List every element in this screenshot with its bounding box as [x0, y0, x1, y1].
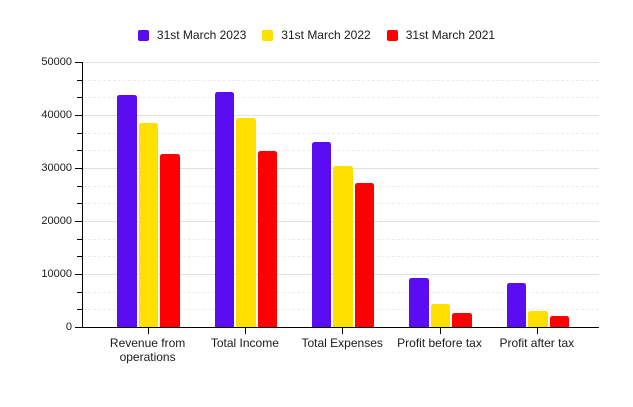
- x-category-label: Total Expenses: [301, 336, 383, 350]
- legend-label-2021: 31st March 2021: [405, 28, 496, 42]
- y-minor-tick: [77, 309, 82, 311]
- bar-31st-march-2023[interactable]: [506, 283, 527, 327]
- y-tick-label: 50000: [41, 56, 72, 68]
- bar-31st-march-2023[interactable]: [214, 91, 235, 327]
- major-gridline: [83, 62, 599, 63]
- major-gridline: [83, 115, 599, 116]
- bar-31st-march-2021[interactable]: [354, 182, 375, 327]
- y-tick-label: 0: [65, 321, 72, 333]
- bar-31st-march-2022[interactable]: [430, 304, 451, 327]
- y-tick-label: 20000: [41, 215, 72, 227]
- bar-31st-march-2021[interactable]: [257, 151, 278, 327]
- minor-gridline: [83, 150, 599, 152]
- legend-swatch-2022-icon: [262, 29, 274, 41]
- y-major-tick: [75, 168, 82, 169]
- y-major-tick: [75, 115, 82, 116]
- bar-31st-march-2022[interactable]: [138, 123, 159, 327]
- y-tick-label: 40000: [41, 109, 72, 121]
- bar-31st-march-2022[interactable]: [528, 310, 548, 327]
- y-minor-tick: [77, 150, 82, 152]
- x-category-label: Profit before tax: [397, 336, 482, 350]
- minor-gridline: [83, 132, 599, 134]
- x-category-label: Total Income: [210, 336, 279, 350]
- y-minor-tick: [77, 256, 82, 258]
- y-tick-label: 30000: [41, 162, 72, 174]
- y-minor-tick: [77, 203, 82, 205]
- plot-area: [82, 62, 599, 328]
- y-major-tick: [75, 62, 82, 63]
- x-tick: [342, 328, 344, 334]
- bar-31st-march-2023[interactable]: [409, 278, 429, 327]
- bar-31st-march-2021[interactable]: [549, 316, 570, 327]
- y-minor-tick: [77, 79, 82, 81]
- legend-label-2023: 31st March 2023: [156, 28, 247, 42]
- bar-31st-march-2021[interactable]: [452, 313, 472, 327]
- minor-gridline: [83, 79, 599, 81]
- y-major-tick: [75, 274, 82, 275]
- bar-31st-march-2022[interactable]: [236, 118, 256, 327]
- x-category-label: Profit after tax: [499, 336, 575, 350]
- minor-gridline: [83, 97, 599, 99]
- legend-item-2023: 31st March 2023: [137, 28, 247, 42]
- x-tick: [244, 328, 246, 334]
- legend-swatch-2023-icon: [137, 29, 149, 41]
- y-minor-tick: [77, 97, 82, 99]
- legend-item-2021: 31st March 2021: [386, 28, 496, 42]
- y-minor-tick: [77, 291, 82, 293]
- bar-31st-march-2023[interactable]: [117, 95, 137, 327]
- legend-label-2022: 31st March 2022: [281, 28, 371, 42]
- x-tick: [439, 328, 441, 334]
- y-major-tick: [75, 327, 82, 328]
- legend-item-2022: 31st March 2022: [262, 28, 371, 42]
- y-major-tick: [75, 221, 82, 222]
- bar-31st-march-2022[interactable]: [333, 165, 353, 327]
- bar-31st-march-2021[interactable]: [160, 153, 180, 327]
- x-category-label: Revenue from operations: [109, 336, 186, 364]
- chart-legend: 31st March 2023 31st March 2022 31st Mar…: [0, 28, 633, 42]
- y-minor-tick: [77, 132, 82, 134]
- y-minor-tick: [77, 238, 82, 240]
- y-tick-label: 10000: [41, 268, 72, 280]
- x-tick: [147, 328, 149, 334]
- bar-31st-march-2023[interactable]: [311, 142, 332, 327]
- y-minor-tick: [77, 185, 82, 187]
- legend-swatch-2021-icon: [386, 29, 398, 41]
- x-tick: [536, 328, 538, 334]
